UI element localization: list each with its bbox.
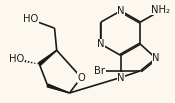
Text: N: N — [97, 39, 105, 49]
Text: Br: Br — [94, 66, 105, 76]
Text: N: N — [117, 6, 124, 16]
Text: N: N — [117, 73, 124, 83]
Text: HO: HO — [9, 54, 24, 64]
Text: O: O — [77, 73, 85, 83]
Text: N: N — [152, 53, 160, 63]
Polygon shape — [47, 84, 69, 93]
Text: HO: HO — [23, 14, 38, 24]
Text: NH₂: NH₂ — [151, 5, 170, 15]
Polygon shape — [38, 50, 57, 65]
